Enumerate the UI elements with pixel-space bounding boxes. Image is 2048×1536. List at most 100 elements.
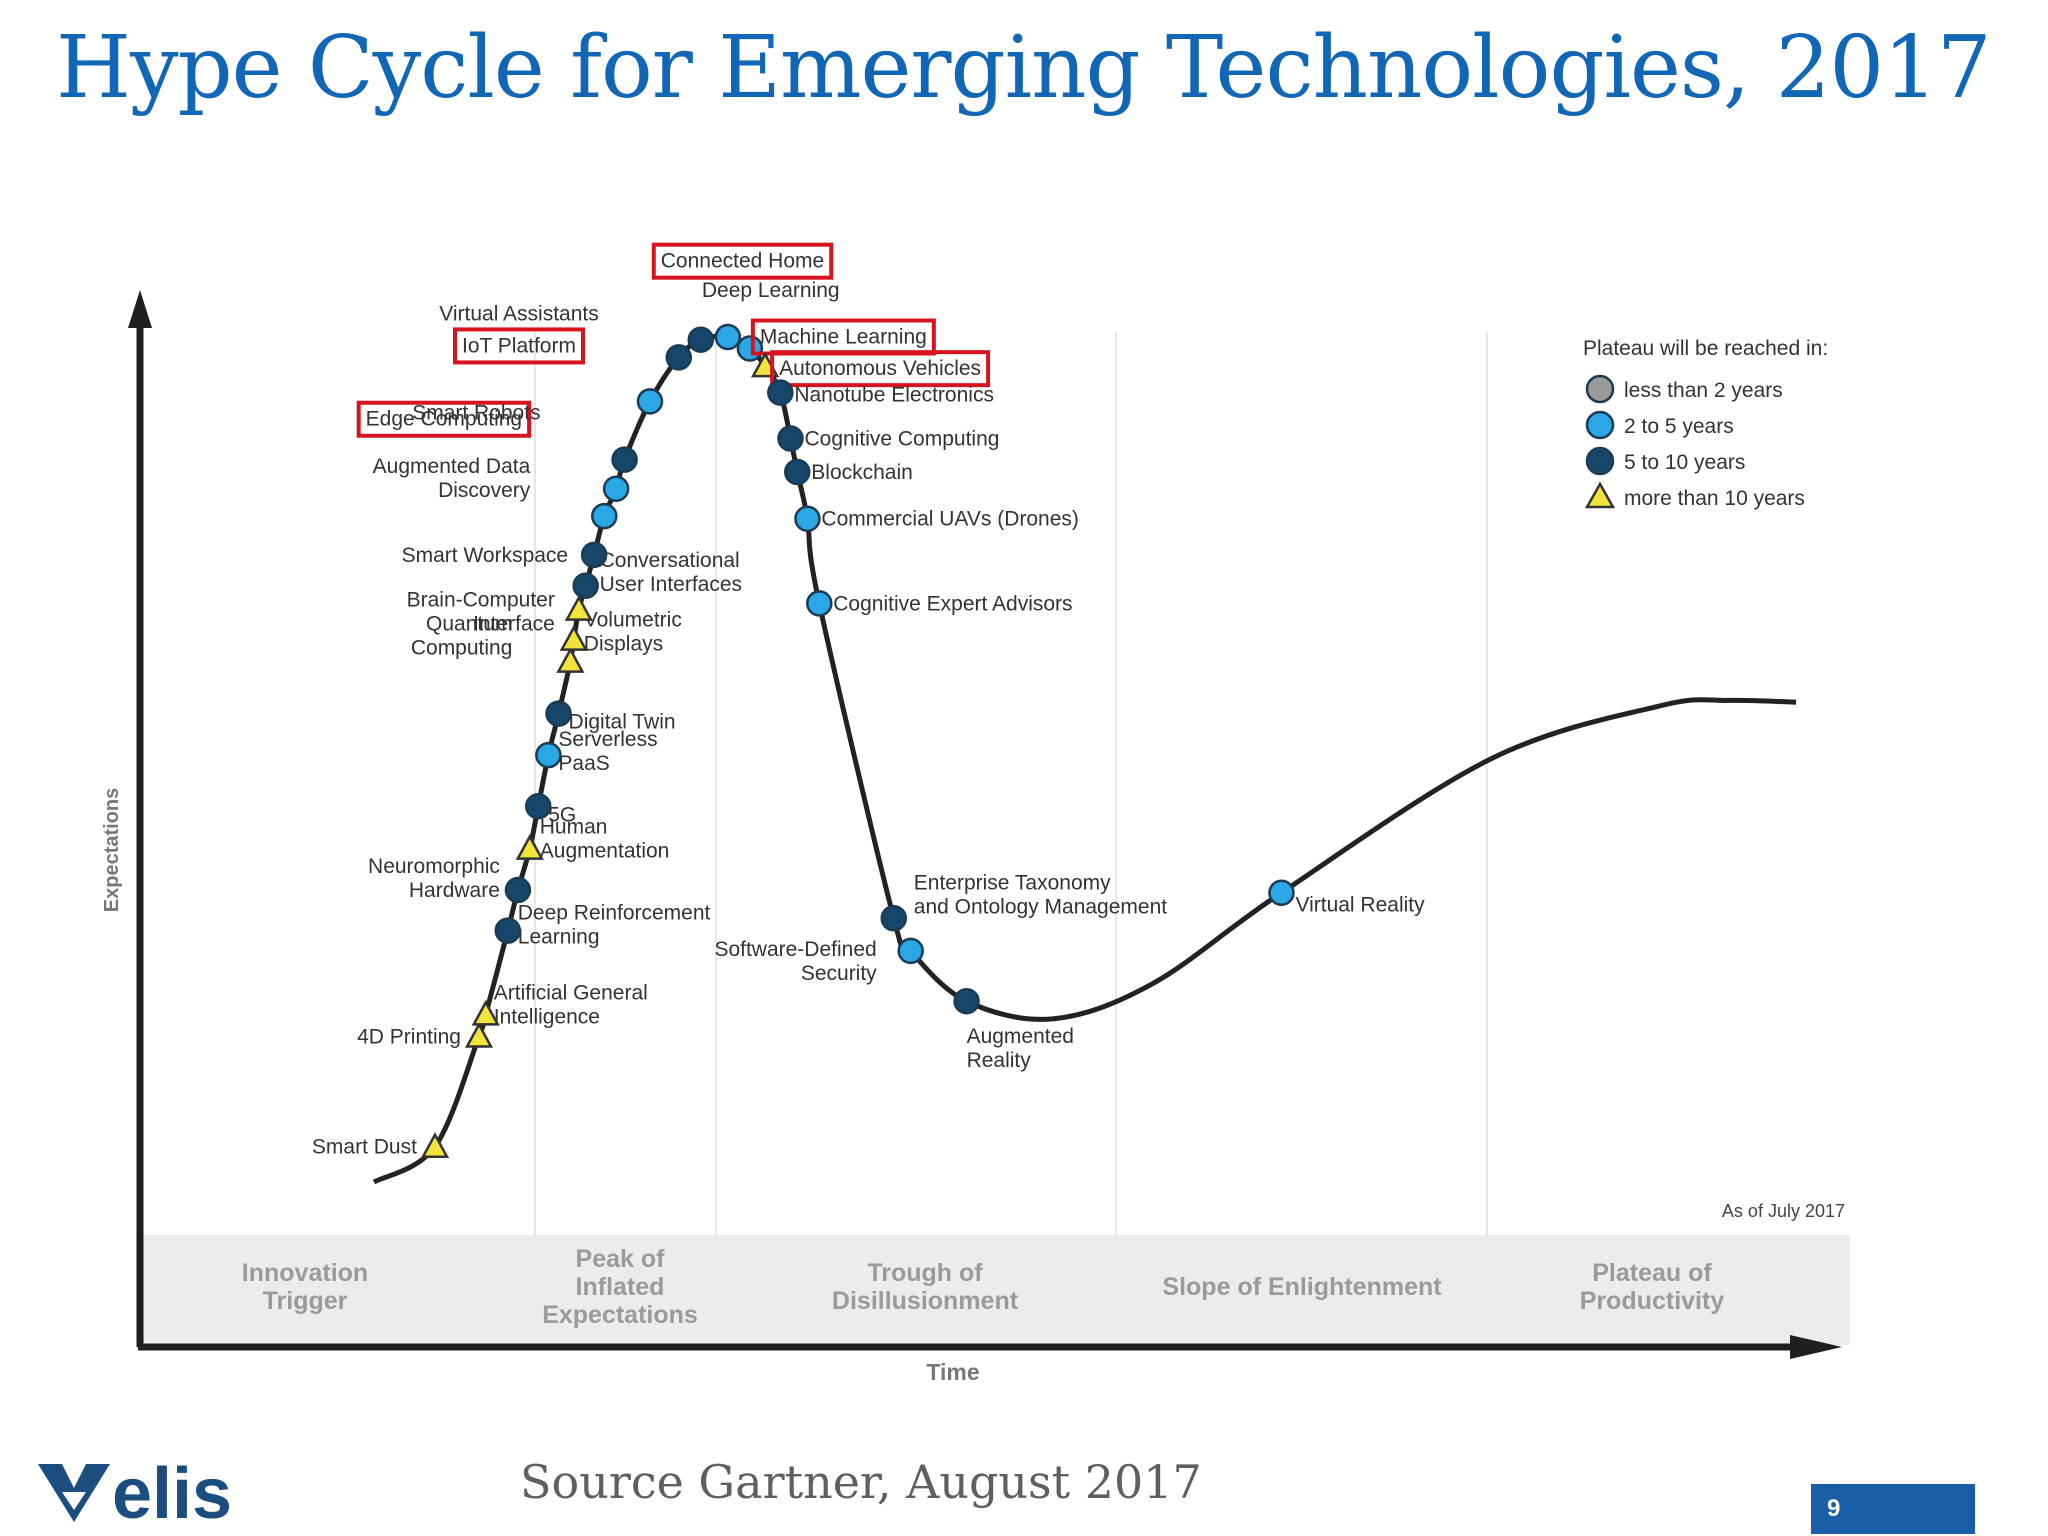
- legend-item: less than 2 years: [1585, 374, 1783, 404]
- tech-label: Nanotube Electronics: [794, 384, 994, 407]
- tech-label-line: Computing: [411, 637, 513, 660]
- tech-marker: [556, 647, 585, 673]
- source-note: Source Gartner, August 2017: [520, 1455, 1202, 1509]
- tech-marker: [535, 741, 562, 769]
- tech-point: 5G: [524, 793, 576, 826]
- phase-label: Inflated: [576, 1273, 665, 1301]
- tech-label-line: Intelligence: [494, 1005, 600, 1028]
- tech-label-line: Serverless: [558, 728, 657, 751]
- tech-point: Neuromorphic Hardware: [368, 855, 532, 904]
- tech-label: Smart Workspace: [402, 544, 569, 567]
- legend-marker: [1585, 446, 1615, 476]
- tech-point: Blockchain: [784, 458, 913, 486]
- tech-point: Artificial General Intelligence: [471, 981, 648, 1028]
- tech-label-line: Interface: [473, 613, 555, 636]
- tech-point: Brain-Computer Interface: [407, 589, 593, 636]
- phase-label: Trough of: [867, 1259, 983, 1287]
- tech-label: Autonomous Vehicles: [779, 357, 981, 380]
- tech-label-line: Smart Dust: [312, 1136, 417, 1159]
- tech-point: Deep Reinforcement Learning: [494, 902, 711, 949]
- tech-label-line: Security: [801, 962, 877, 985]
- tech-label: Deep Reinforcement Learning: [518, 902, 711, 949]
- tech-marker: [687, 326, 715, 353]
- phase-label: Peak of: [576, 1245, 666, 1273]
- tech-label-line: Cognitive Computing: [804, 427, 999, 450]
- legend-label: more than 10 years: [1624, 487, 1805, 510]
- tech-label-line: Artificial General: [494, 981, 648, 1004]
- tech-point: Conversational User Interfaces: [572, 549, 742, 600]
- tech-marker: [636, 388, 664, 415]
- tech-label-line: Quantum: [426, 613, 512, 636]
- x-axis-label: Time: [926, 1359, 979, 1385]
- tech-label-line: IoT Platform: [462, 334, 576, 357]
- tech-point: IoT Platform: [452, 327, 664, 415]
- tech-marker: [564, 594, 593, 621]
- tech-label-line: Volumetric: [584, 609, 682, 632]
- tech-label-line: Augmented: [967, 1025, 1074, 1048]
- tech-point: Digital Twin: [545, 700, 676, 734]
- tech-point: Software-Defined Security: [714, 937, 924, 985]
- tech-point: Quantum Computing: [411, 613, 585, 673]
- tech-point: Serverless PaaS: [535, 728, 658, 775]
- tech-label-line: Deep Learning: [702, 279, 840, 302]
- tech-label-line: 5G: [548, 803, 576, 826]
- tech-label-line: 4D Printing: [357, 1025, 461, 1048]
- tech-marker: [420, 1132, 450, 1158]
- tech-point: Human Augmentation: [515, 816, 669, 863]
- phase-label: Disillusionment: [832, 1287, 1019, 1315]
- phase-band-bg: [140, 1235, 1850, 1345]
- legend-marker: [1584, 481, 1616, 509]
- tech-label: Machine Learning: [760, 326, 927, 349]
- legend: Plateau will be reached in: less than 2 y…: [1583, 337, 1828, 510]
- elis-logo: elis: [34, 1454, 264, 1534]
- highlight-box: [452, 327, 585, 365]
- tech-point: Commercial UAVs (Drones): [794, 505, 1079, 532]
- tech-label: Virtual Reality: [1295, 894, 1425, 917]
- tech-label: Smart Dust: [312, 1136, 417, 1159]
- tech-label-line: Virtual Assistants: [439, 302, 599, 325]
- tech-label: Deep Learning: [702, 279, 840, 302]
- tech-point: Nanotube Electronics: [767, 379, 994, 407]
- tech-label-line: Enterprise Taxonomy: [914, 871, 1111, 894]
- tech-point: Smart Workspace: [402, 541, 608, 569]
- tech-point: 4D Printing: [357, 1021, 494, 1048]
- tech-point: Machine Learning: [736, 318, 936, 362]
- tech-marker: [897, 937, 924, 965]
- tech-label: Blockchain: [811, 461, 913, 484]
- tech-label: Conversational User Interfaces: [600, 549, 742, 596]
- tech-marker: [611, 446, 638, 473]
- tech-marker: [806, 590, 833, 617]
- tech-label: Cognitive Computing: [804, 427, 999, 450]
- tech-point: Cognitive Expert Advisors: [806, 590, 1073, 617]
- tech-label-line: Neuromorphic: [368, 855, 500, 878]
- tech-label-line: Virtual Reality: [1295, 894, 1425, 917]
- tech-marker: [591, 502, 618, 530]
- tech-point: Virtual Assistants: [439, 302, 693, 371]
- tech-label-line: User Interfaces: [600, 573, 742, 596]
- tech-marker: [777, 425, 804, 452]
- tech-label-line: Displays: [584, 633, 663, 656]
- tech-point: Deep Learning: [702, 279, 840, 351]
- tech-marker: [559, 624, 588, 651]
- tech-label-line: Learning: [518, 926, 600, 949]
- legend-title: Plateau will be reached in:: [1583, 337, 1828, 360]
- tech-label-line: Edge Computing: [366, 408, 522, 431]
- tech-label-line: Reality: [967, 1049, 1032, 1072]
- tech-label: 5G: [548, 803, 576, 826]
- page-number: 9: [1811, 1484, 1975, 1534]
- tech-point: Virtual Reality: [1268, 879, 1425, 917]
- tech-label: Smart Robots: [412, 402, 540, 425]
- tech-marker: [714, 323, 742, 351]
- tech-marker: [1268, 879, 1295, 906]
- tech-point: Edge Computing: [356, 400, 630, 502]
- legend-label: less than 2 years: [1624, 379, 1783, 402]
- tech-label-line: Machine Learning: [760, 326, 927, 349]
- tech-label-line: Deep Reinforcement: [518, 902, 711, 925]
- x-axis-arrow-icon: [1790, 1335, 1842, 1359]
- tech-marker: [602, 475, 630, 502]
- phase-label: Productivity: [1580, 1287, 1725, 1315]
- tech-label-line: Augmented Data: [373, 455, 531, 478]
